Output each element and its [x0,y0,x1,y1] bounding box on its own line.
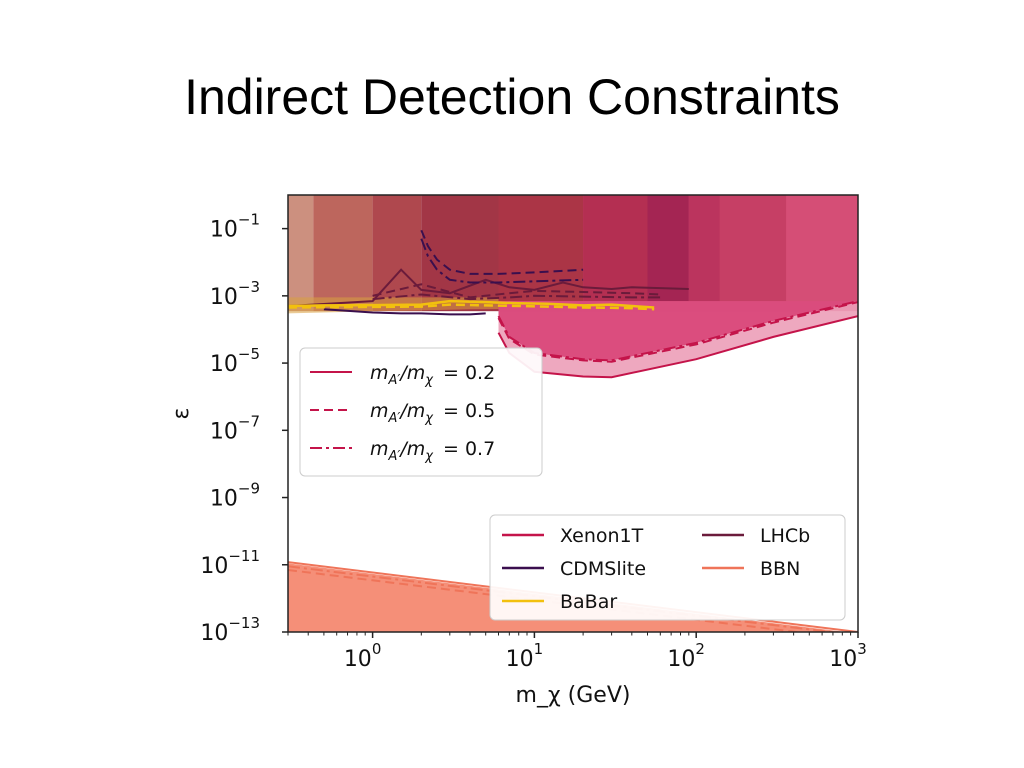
y-tick-label-5: 10−11 [200,547,260,579]
y-tick-label-4: 10−9 [210,480,260,512]
experiment-legend-label-2: CDMSlite [560,558,646,580]
x-tick-label-1: 101 [506,640,544,672]
y-tick-label-6: 10−13 [200,614,260,646]
ratio-legend-label-0: mA′/mχ = 0.2 [370,362,495,388]
cdmslite-curve-dashed [420,229,584,275]
constraint-band-0 [288,195,314,312]
slide-title: Indirect Detection Constraints [184,69,840,125]
ratio-legend-box [299,347,543,477]
constraint-band-upper-1 [583,195,648,302]
y-tick-label-2: 10−5 [210,345,260,377]
experiment-legend-label-1: LHCb [760,525,810,547]
plot-frame [287,194,859,633]
constraint-band-upper-3 [688,195,720,302]
experiment-legend-label-0: Xenon1T [560,525,644,547]
experiment-legend-label-4: BaBar [560,591,617,613]
ratio-legend-label-2: mA′/mχ = 0.7 [370,438,495,464]
plot-area [288,195,858,632]
constraint-band-upper-5 [786,195,858,302]
x-axis-label: m_χ (GeV) [516,683,631,708]
bbn-region [288,563,858,632]
constraint-band-upper-2 [647,195,689,302]
ratio-legend-label-1: mA′/mχ = 0.5 [370,400,495,426]
constraint-band-upper-4 [719,195,787,302]
lhcb-curve-dashdot [372,293,661,301]
experiment-legend-label-3: BBN [760,558,800,580]
y-tick-label-0: 10−1 [210,211,260,243]
xenon-curve-dashed [497,301,858,363]
babar-curve-solid [288,299,655,309]
experiment-legend-box [489,514,846,621]
constraint-band-1 [313,195,373,312]
x-tick-label-3: 103 [829,640,867,672]
legends: mA′/mχ = 0.2 mA′/mχ = 0.5 mA′/mχ = 0.7 Xenon1T… [299,347,846,621]
y-axis-label: ε [169,408,194,420]
y-tick-label-3: 10−7 [210,412,260,444]
lhcb-curve-solid [288,268,689,307]
y-tick-label-1: 10−3 [210,278,260,310]
xenon-curve-dashdot [497,300,858,362]
x-tick-label-2: 102 [667,640,705,672]
lhcb-curve-dashed [372,283,661,299]
x-tick-label-0: 100 [344,640,382,672]
babar-curve-dashed [288,303,655,311]
cdmslite-curve-solid [323,308,486,316]
